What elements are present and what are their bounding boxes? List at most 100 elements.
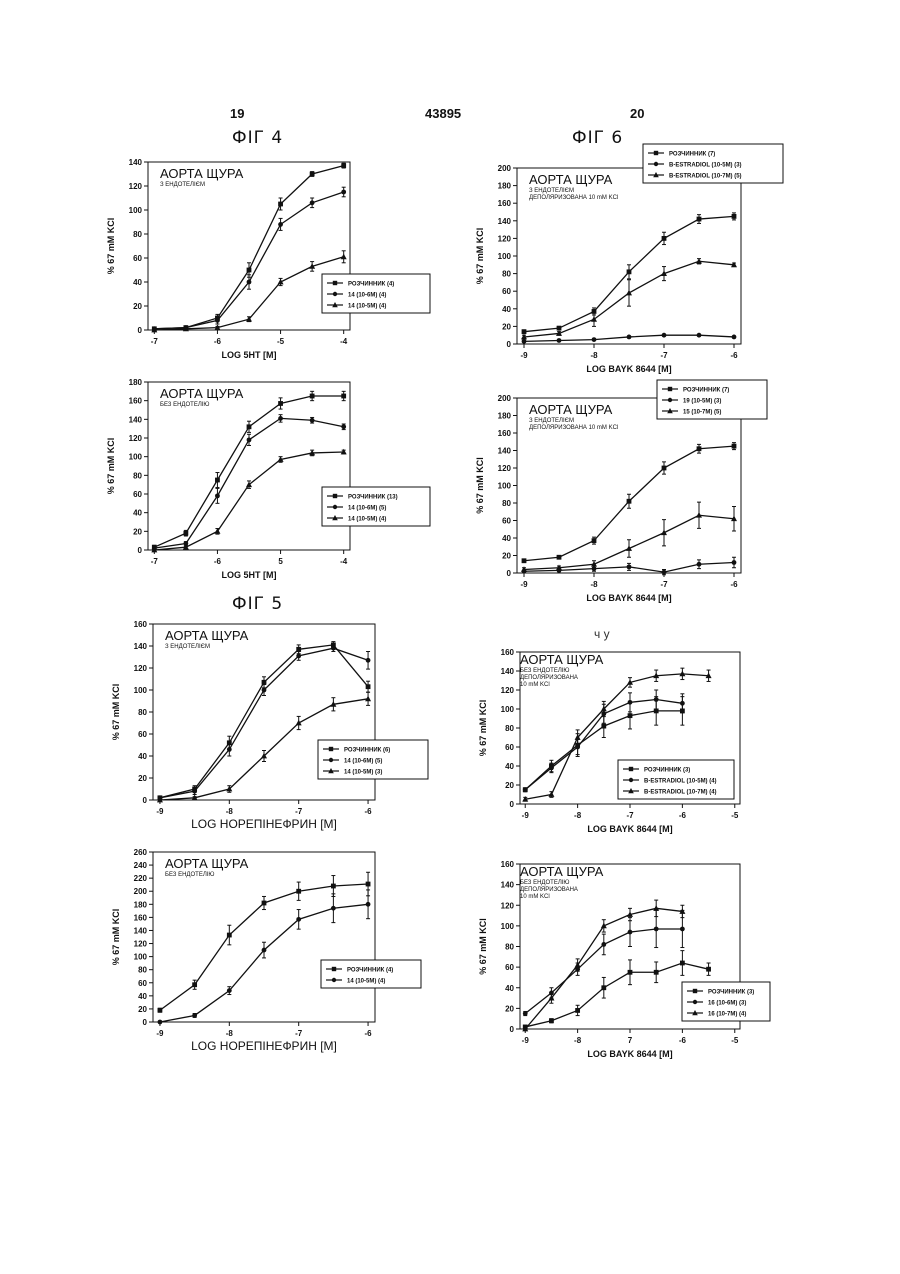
y-tick-label: 60	[138, 979, 147, 988]
panel-subtitle: З ЕНДОТЕЛІЄМ	[529, 418, 574, 424]
y-tick-label: 60	[502, 287, 511, 296]
data-point	[278, 416, 283, 421]
data-point	[227, 933, 232, 938]
legend-marker	[332, 967, 336, 971]
y-tick-label: 160	[498, 199, 512, 208]
data-point	[192, 789, 197, 794]
series-circle	[158, 890, 371, 1024]
data-point	[628, 713, 633, 718]
x-tick-label: -6	[365, 1029, 373, 1038]
y-axis-label: % 67 mM KCl	[475, 457, 485, 514]
legend-label: 14 (10-5M) (4)	[348, 517, 386, 523]
data-point	[627, 564, 632, 569]
data-point	[192, 1013, 197, 1018]
data-point	[366, 902, 371, 907]
data-point	[331, 646, 336, 651]
x-axis-label: LOG 5HT [M]	[222, 570, 277, 580]
panel-subtitle: ДЕПОЛЯРИЗОВАНА	[520, 675, 578, 681]
legend-label: В-ESTRADIOL (10-5M) (3)	[669, 163, 742, 169]
panel-subtitle: БЕЗ ЕНДОТЕЛІЮ	[520, 880, 570, 886]
y-tick-label: 20	[133, 302, 142, 311]
x-tick-label: -8	[226, 807, 234, 816]
legend-marker	[654, 151, 658, 155]
y-tick-label: 80	[505, 724, 514, 733]
x-axis-label: LOG BAYK 8644 [M]	[587, 824, 672, 834]
y-tick-label: 100	[129, 453, 143, 462]
y-tick-label: 60	[133, 254, 142, 263]
x-tick-label: -5	[277, 337, 285, 346]
legend-marker	[332, 978, 336, 982]
y-tick-label: 160	[498, 429, 512, 438]
x-tick-label: -8	[590, 580, 598, 589]
data-point	[331, 884, 336, 889]
data-point	[262, 680, 267, 685]
y-tick-label: 180	[134, 900, 148, 909]
x-tick-label: -8	[574, 1036, 582, 1045]
y-axis-label: % 67 mM KCl	[111, 684, 121, 741]
y-tick-label: 40	[502, 534, 511, 543]
data-point	[310, 200, 315, 205]
y-tick-label: 160	[501, 648, 515, 657]
y-tick-label: 140	[129, 158, 143, 167]
data-point	[706, 967, 711, 972]
data-point	[365, 696, 371, 702]
data-point	[278, 222, 283, 227]
data-point	[262, 901, 267, 906]
x-tick-label: -9	[520, 580, 528, 589]
legend-label: В-ESTRADIOL (10-7M) (5)	[669, 174, 742, 180]
data-point	[296, 889, 301, 894]
y-tick-label: 60	[138, 730, 147, 739]
data-point	[732, 214, 737, 219]
patent-number: 43895	[425, 106, 461, 121]
legend-label: 15 (10-7M) (5)	[683, 410, 721, 416]
series-triangle	[522, 900, 685, 1031]
y-tick-label: 200	[134, 887, 148, 896]
y-tick-label: 60	[505, 963, 514, 972]
legend-label: РОЗЧИННИК (7)	[683, 388, 729, 394]
data-point	[557, 555, 562, 560]
y-tick-label: 80	[502, 270, 511, 279]
data-point	[183, 531, 188, 536]
x-tick-label: -8	[574, 811, 582, 820]
x-tick-label: -6	[679, 811, 687, 820]
y-tick-label: 20	[502, 552, 511, 561]
x-tick-label: -7	[626, 811, 634, 820]
legend-label: 14 (10-6M) (5)	[348, 506, 386, 512]
data-point	[523, 1011, 528, 1016]
legend-label: 14 (10-5M) (4)	[348, 304, 386, 310]
y-tick-label: 80	[133, 471, 142, 480]
data-point	[366, 882, 371, 887]
x-tick-label: -6	[730, 351, 738, 360]
legend-marker	[654, 162, 658, 166]
legend-label: В-ESTRADIOL (10-7M) (4)	[644, 790, 717, 796]
data-point	[215, 318, 220, 323]
x-tick-label: 5	[278, 557, 283, 566]
data-point	[654, 697, 659, 702]
x-tick-label: -4	[340, 557, 348, 566]
x-tick-label: -9	[522, 1036, 530, 1045]
data-point	[310, 394, 315, 399]
y-tick-label: 140	[498, 217, 512, 226]
data-point	[662, 466, 667, 471]
series-triangle	[521, 502, 737, 572]
y-tick-label: 100	[498, 252, 512, 261]
data-point	[341, 424, 346, 429]
y-tick-label: 140	[501, 881, 515, 890]
legend-label: В-ESTRADIOL (10-5M) (4)	[644, 779, 717, 785]
data-point	[601, 942, 606, 947]
data-point	[601, 724, 606, 729]
panel-title: АОРТА ЩУРА	[520, 864, 604, 879]
data-point	[557, 326, 562, 331]
data-point	[627, 269, 632, 274]
data-point	[227, 747, 232, 752]
panel-subtitle: З ЕНДОТЕЛІЄМ	[160, 182, 205, 188]
legend-marker	[333, 281, 337, 285]
x-tick-label: -9	[522, 811, 530, 820]
series-line	[525, 963, 708, 1027]
panel-subtitle: 10 mM KCl	[520, 894, 550, 900]
x-axis-label: LOG BAYK 8644 [M]	[586, 593, 671, 603]
series-square	[152, 163, 346, 331]
page-number-left: 19	[230, 106, 244, 121]
x-tick-label: -9	[156, 807, 164, 816]
y-tick-label: 80	[138, 966, 147, 975]
